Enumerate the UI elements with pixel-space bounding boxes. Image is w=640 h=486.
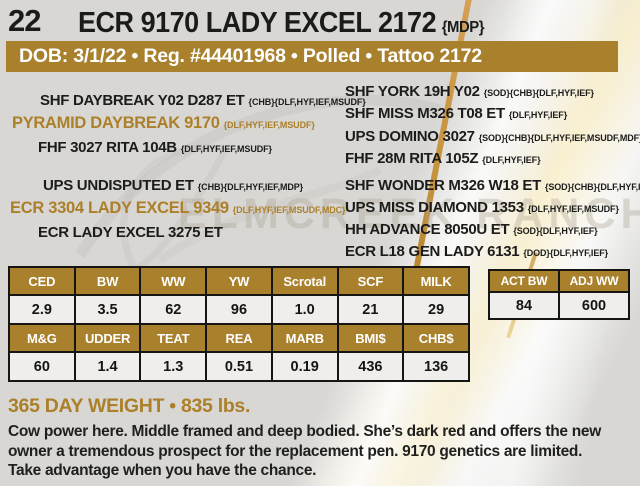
- epd-header: CHB$: [402, 323, 470, 353]
- epd-value: 62: [139, 294, 208, 325]
- pedigree-line-granddam: FHF 28M RITA 105Z {DLF,HYF,IEF}: [345, 150, 541, 167]
- pedigree-line-grandsire: UPS DOMINO 3027 {SOD}{CHB}{DLF,HYF,IEF,MS…: [345, 128, 640, 145]
- epd-header: MARB: [270, 323, 339, 353]
- epd-value: 60: [8, 351, 76, 382]
- epd-header: SCF: [336, 266, 405, 296]
- animal-name: UPS UNDISPUTED ET: [43, 177, 194, 194]
- animal-title-row: ECR 9170 LADY EXCEL 2172 {MDP}: [78, 7, 484, 40]
- pedigree-line-sire-dam: FHF 3027 RITA 104B {DLF,HYF,IEF,MSUDF}: [38, 139, 272, 156]
- animal-name: ECR L18 GEN LADY 6131: [345, 243, 520, 260]
- pedigree-line-sire-sire: SHF DAYBREAK Y02 D287 ET {CHB}{DLF,HYF,IE…: [40, 92, 366, 109]
- weights-table: ACT BW ADJ WW 84 600: [488, 269, 630, 320]
- epd-value: 96: [205, 294, 273, 325]
- epd-header: WW: [139, 266, 208, 296]
- animal-name-suffix: {MDP}: [441, 19, 485, 36]
- epd-header: MILK: [402, 266, 470, 296]
- animal-name: FHF 28M RITA 105Z: [345, 150, 479, 167]
- weights-value: 84: [488, 291, 560, 320]
- epd-value-row-2: 60 1.4 1.3 0.51 0.19 436 136: [8, 351, 470, 382]
- epd-value-row-1: 2.9 3.5 62 96 1.0 21 29: [8, 294, 470, 325]
- lot-number: 22: [8, 3, 41, 38]
- epd-header-row-1: CED BW WW YW Scrotal SCF MILK: [8, 266, 470, 296]
- epd-table: CED BW WW YW Scrotal SCF MILK 2.9 3.5 62…: [8, 266, 470, 382]
- day-weight-line: 365 DAY WEIGHT • 835 lbs.: [8, 395, 251, 417]
- genetic-codes: {SOD}{CHB}{DLF,HYF,IEF,MDC}: [544, 182, 640, 192]
- genetic-codes: {DOD}{DLF,HYF,IEF}: [523, 248, 609, 258]
- epd-header: Scrotal: [270, 266, 339, 296]
- animal-name: ECR LADY EXCEL 3275 ET: [38, 224, 223, 241]
- genetic-codes: {SOD}{CHB}{DLF,HYF,IEF,MSUDF,MDF}: [478, 133, 640, 143]
- genetic-codes: {DLF,HYF,IEF}: [508, 110, 568, 120]
- animal-name: SHF YORK 19H Y02: [345, 83, 480, 100]
- epd-value: 136: [402, 351, 470, 382]
- animal-name: SHF WONDER M326 W18 ET: [345, 177, 541, 194]
- epd-header: YW: [205, 266, 273, 296]
- epd-value: 1.3: [139, 351, 208, 382]
- pedigree-line-sire: PYRAMID DAYBREAK 9170 {DLF,HYF,IEF,MSUDF}: [12, 114, 315, 133]
- epd-value: 0.51: [205, 351, 273, 382]
- epd-value: 3.5: [73, 294, 142, 325]
- pedigree-line-grandsire: HH ADVANCE 8050U ET {SOD}{DLF,HYF,IEF}: [345, 221, 598, 238]
- epd-header: REA: [205, 323, 273, 353]
- pedigree-line-granddam: UPS MISS DIAMOND 1353 {DLF,HYF,IEF,MSUDF}: [345, 199, 619, 216]
- genetic-codes: {DLF,HYF,IEF}: [482, 155, 541, 165]
- pedigree-line-dam-sire: UPS UNDISPUTED ET {CHB}{DLF,HYF,IEF,MDP}: [43, 177, 303, 194]
- script-flourish-watermark: [75, 94, 442, 275]
- animal-name: ECR 9170 LADY EXCEL 2172: [78, 7, 437, 39]
- animal-name: HH ADVANCE 8050U ET: [345, 221, 510, 238]
- genetic-codes: {SOD}{CHB}{DLF,HYF,IEF}: [483, 88, 594, 98]
- epd-value: 436: [336, 351, 405, 382]
- pedigree-line-granddam: SHF MISS M326 T08 ET {DLF,HYF,IEF}: [345, 105, 567, 122]
- lot-description: Cow power here. Middle framed and deep b…: [8, 423, 601, 479]
- pedigree-line-grandsire: SHF YORK 19H Y02 {SOD}{CHB}{DLF,HYF,IEF}: [345, 83, 594, 100]
- weights-value-row: 84 600: [488, 291, 630, 320]
- epd-header: TEAT: [139, 323, 208, 353]
- epd-header: BW: [73, 266, 142, 296]
- genetic-codes: {DLF,HYF,IEF,MSUDF}: [223, 120, 315, 130]
- epd-header: M&G: [8, 323, 76, 353]
- epd-value: 21: [336, 294, 405, 325]
- weights-header: ADJ WW: [558, 269, 630, 293]
- epd-value: 1.4: [73, 351, 142, 382]
- animal-name: SHF MISS M326 T08 ET: [345, 105, 505, 122]
- animal-name: SHF DAYBREAK Y02 D287 ET: [40, 92, 245, 109]
- ranch-watermark-text: ELMCREEK RANCH: [178, 190, 640, 238]
- animal-name: UPS DOMINO 3027: [345, 128, 475, 145]
- genetic-codes: {DLF,HYF,IEF,MSUDF,MDC}: [232, 205, 346, 215]
- weights-header-row: ACT BW ADJ WW: [488, 269, 630, 293]
- weights-value: 600: [558, 291, 630, 320]
- animal-name: FHF 3027 RITA 104B: [38, 139, 177, 156]
- epd-header-row-2: M&G UDDER TEAT REA MARB BMI$ CHB$: [8, 323, 470, 353]
- pedigree-line-grandsire: SHF WONDER M326 W18 ET {SOD}{CHB}{DLF,HYF…: [345, 177, 640, 194]
- genetic-codes: {DLF,HYF,IEF,MSUDF}: [527, 204, 619, 214]
- genetic-codes: {SOD}{DLF,HYF,IEF}: [513, 226, 598, 236]
- animal-name: ECR 3304 LADY EXCEL 9349: [10, 199, 229, 217]
- pedigree-line-granddam: ECR L18 GEN LADY 6131 {DOD}{DLF,HYF,IEF}: [345, 243, 608, 260]
- weights-header: ACT BW: [488, 269, 560, 293]
- dob-reg-banner: DOB: 3/1/22 • Reg. #44401968 • Polled • …: [6, 41, 618, 72]
- epd-header: CED: [8, 266, 76, 296]
- epd-value: 29: [402, 294, 470, 325]
- epd-value: 1.0: [270, 294, 339, 325]
- pedigree-line-dam-dam: ECR LADY EXCEL 3275 ET: [38, 224, 227, 241]
- epd-header: BMI$: [336, 323, 405, 353]
- genetic-codes: {CHB}{DLF,HYF,IEF,MSUDF}: [248, 97, 366, 107]
- epd-value: 2.9: [8, 294, 76, 325]
- epd-header: UDDER: [73, 323, 142, 353]
- animal-name: UPS MISS DIAMOND 1353: [345, 199, 524, 216]
- epd-value: 0.19: [270, 351, 339, 382]
- pedigree-line-dam: ECR 3304 LADY EXCEL 9349 {DLF,HYF,IEF,MSU…: [10, 199, 346, 218]
- genetic-codes: {CHB}{DLF,HYF,IEF,MDP}: [197, 182, 304, 192]
- genetic-codes: {DLF,HYF,IEF,MSUDF}: [180, 144, 272, 154]
- animal-name: PYRAMID DAYBREAK 9170: [12, 114, 220, 132]
